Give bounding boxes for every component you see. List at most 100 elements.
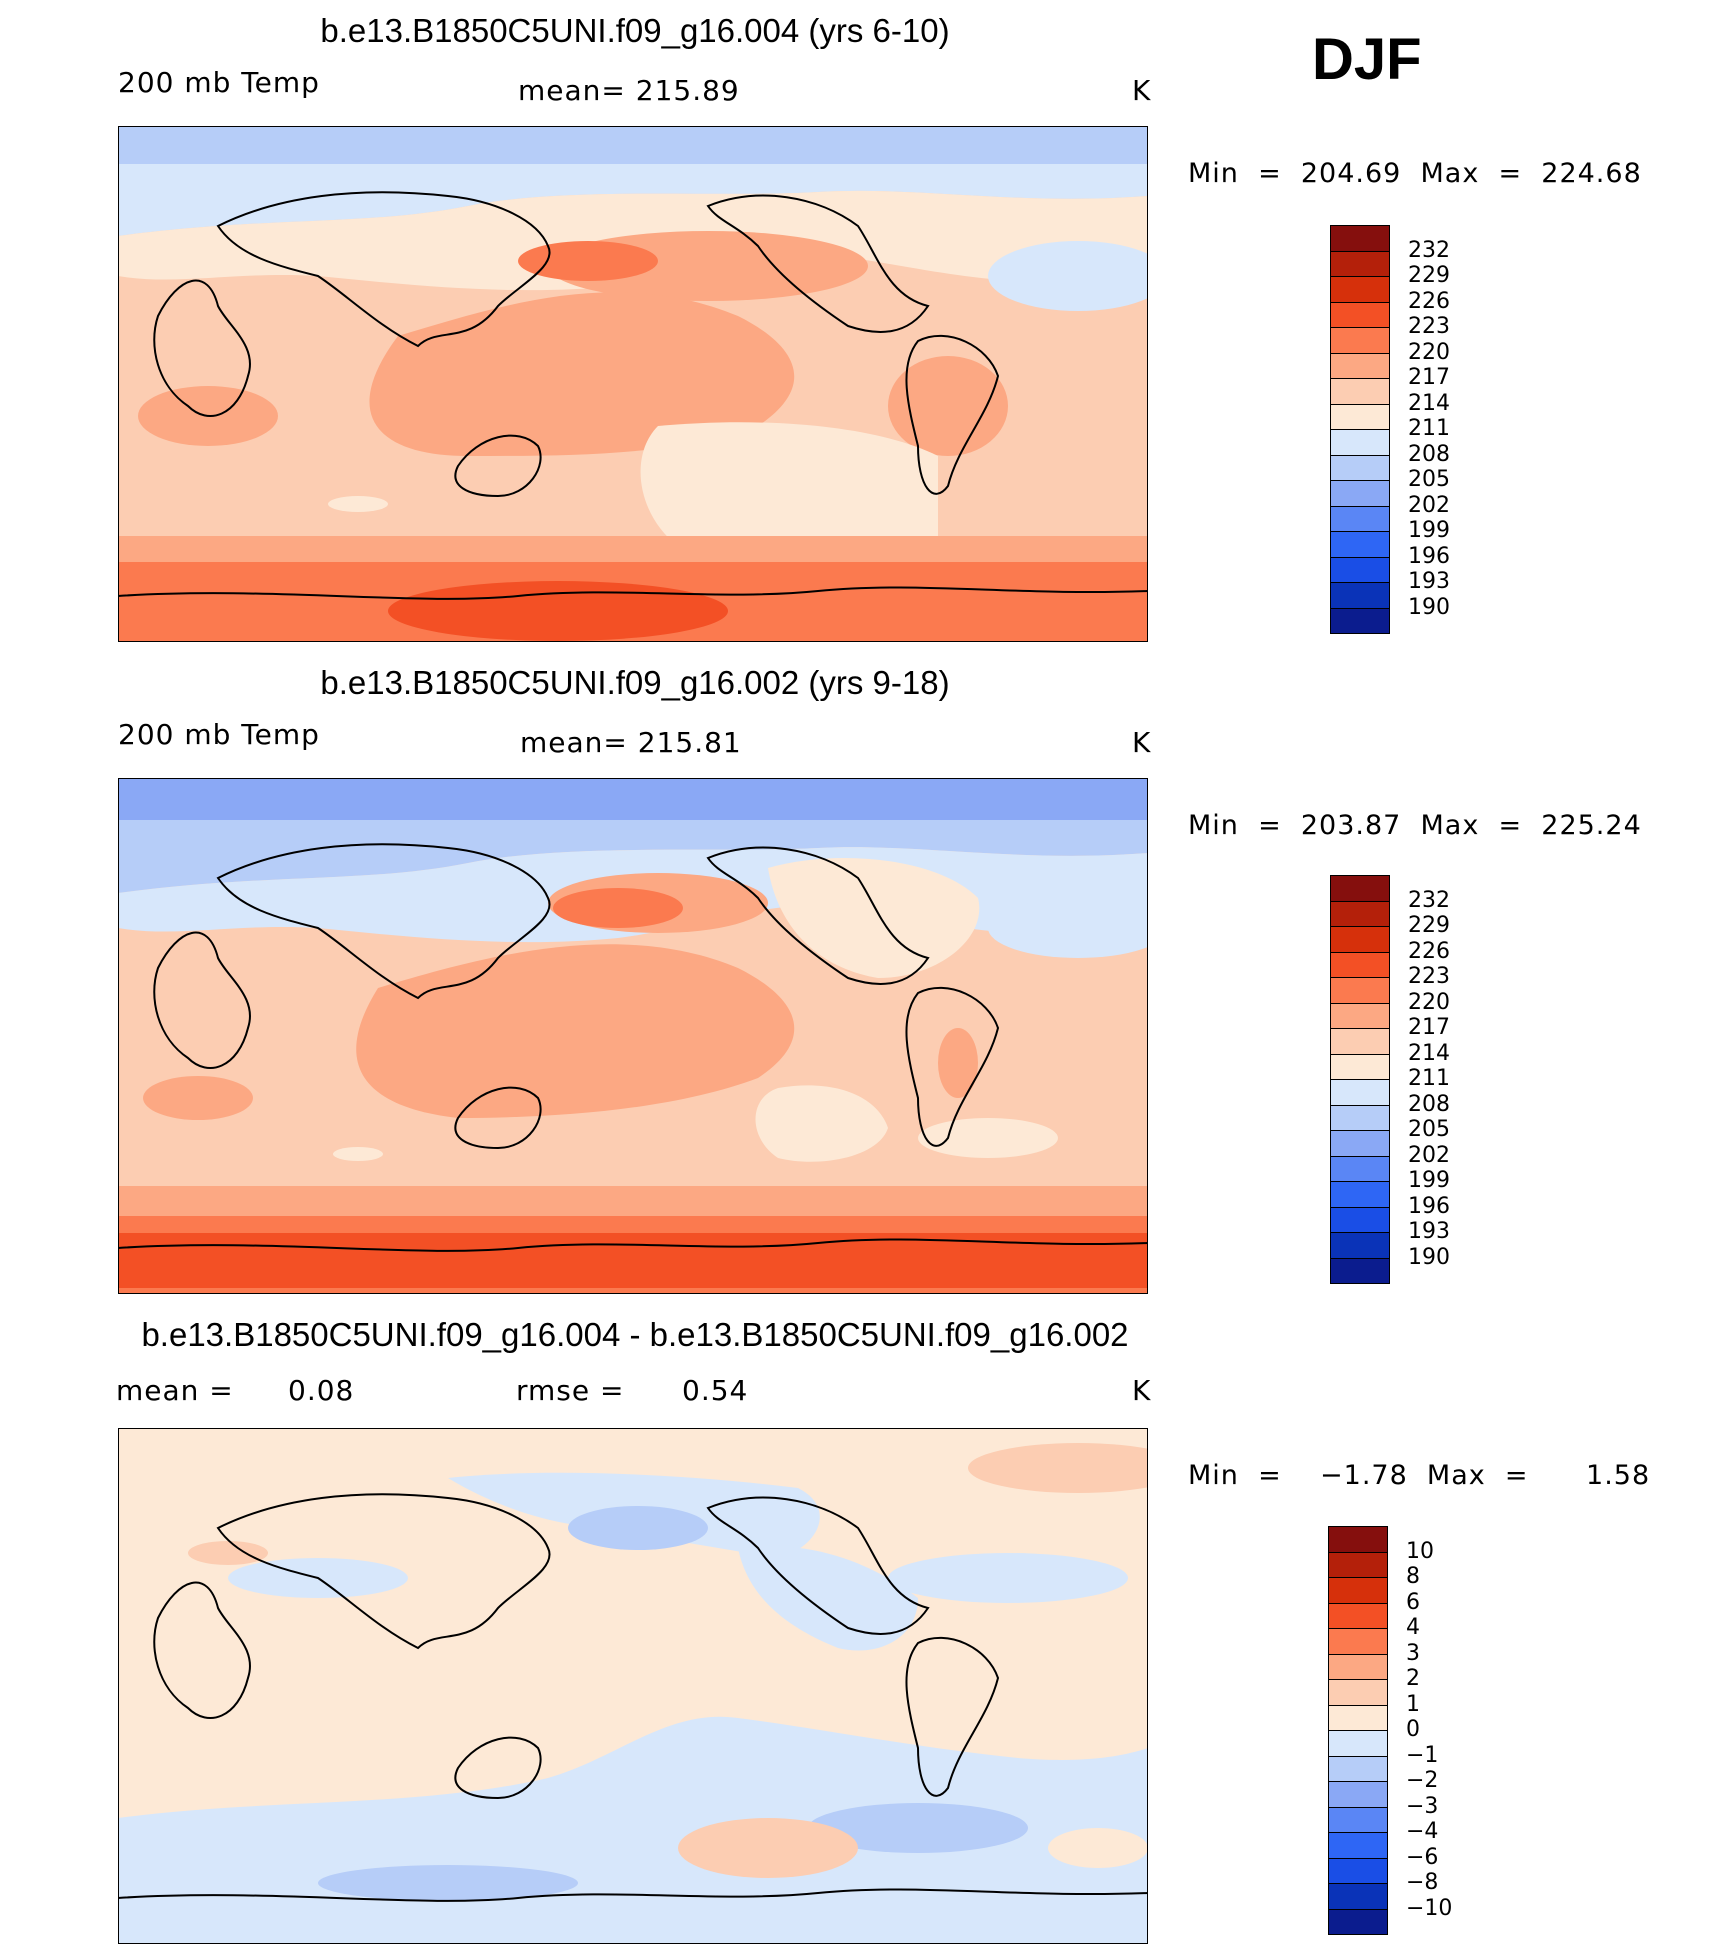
colorbar-cell [1330, 429, 1390, 456]
colorbar-cell [1330, 1155, 1390, 1182]
n-america-light [768, 858, 980, 978]
south-light [755, 1085, 888, 1162]
colorbar-label: 220 [1408, 989, 1450, 1015]
south-light-2 [918, 1118, 1058, 1158]
map-plot [118, 126, 1148, 642]
n-warm-2 [188, 1541, 268, 1565]
colorbar-label: 202 [1408, 492, 1450, 518]
minmax-label: Min = −1.78 Max = 1.58 [1188, 1460, 1651, 1491]
minmax-label: Min = 204.69 Max = 224.68 [1188, 158, 1642, 189]
colorbar-cell [1328, 1730, 1388, 1757]
colorbar-label: 193 [1408, 569, 1450, 594]
colorbar-label: 217 [1408, 365, 1450, 390]
colorbar-label: 211 [1408, 416, 1450, 441]
colorbar-cell [1330, 1053, 1390, 1080]
south-warm [678, 1818, 858, 1878]
colorbar-label: −2 [1406, 1768, 1439, 1793]
colorbar-cell [1330, 1079, 1390, 1106]
colorbar-label: 205 [1408, 467, 1450, 492]
map-plot [118, 778, 1148, 1294]
colorbar-label: 208 [1408, 1091, 1450, 1117]
colorbar-cell [1330, 1028, 1390, 1055]
band-subarctic [118, 164, 1148, 236]
mean-label: mean= 215.89 [518, 74, 740, 107]
n-atlantic-cool [988, 898, 1148, 958]
colorbar-label: −4 [1406, 1819, 1439, 1844]
colorbar-cell [1330, 301, 1390, 328]
colorbar-cell [1328, 1551, 1388, 1578]
n-atlantic-cool [988, 241, 1148, 311]
colorbar-label: 232 [1408, 237, 1450, 263]
south-warm-2 [1048, 1828, 1148, 1868]
colorbar-cell [1330, 352, 1390, 379]
antarctic-warm-core [388, 581, 728, 641]
colorbar-label: 6 [1406, 1589, 1420, 1615]
colorbar-cell [1330, 276, 1390, 303]
colorbar-label: 199 [1408, 1168, 1450, 1193]
colorbar-cell [1330, 607, 1390, 634]
n-pacific-cool [568, 1506, 708, 1550]
colorbar-label: −6 [1406, 1844, 1439, 1870]
south-light [640, 422, 938, 546]
colorbar-cell [1330, 505, 1390, 532]
colorbar-label: 205 [1408, 1117, 1450, 1142]
colorbar-label: 199 [1408, 518, 1450, 543]
n-warm-1 [968, 1443, 1148, 1493]
colorbar-cell [1328, 1704, 1388, 1731]
colorbar-cell [1330, 454, 1390, 481]
units-label: K [1132, 1374, 1152, 1407]
colorbar-label: 214 [1408, 1040, 1450, 1066]
colorbar-label: 232 [1408, 887, 1450, 913]
colorbar-cell [1330, 378, 1390, 405]
panel-title: b.e13.B1850C5UNI.f09_g16.004 - b.e13.B18… [141, 1316, 1129, 1353]
colorbar-cell [1330, 1002, 1390, 1029]
colorbar-cell [1330, 327, 1390, 354]
rmse-label: rmse = [516, 1374, 625, 1407]
tropical-warm [369, 292, 795, 456]
colorbar-cell [1330, 875, 1390, 902]
colorbar-cell [1330, 1232, 1390, 1259]
colorbar-cell [1328, 1577, 1388, 1604]
colorbar-cell [1330, 556, 1390, 583]
colorbar-label: 202 [1408, 1142, 1450, 1168]
tropical-warm [356, 944, 795, 1118]
colorbar-cell [1330, 531, 1390, 558]
n-pacific-core [553, 888, 683, 928]
south-light-3 [333, 1147, 383, 1161]
colorbar-cell [1330, 1257, 1390, 1284]
colorbar-label: 196 [1408, 1193, 1450, 1219]
colorbar-cell [1330, 1206, 1390, 1233]
colorbar-label: 226 [1408, 938, 1450, 964]
africa-warm [143, 1076, 253, 1120]
colorbar-label: 214 [1408, 390, 1450, 416]
n-pacific-core [518, 241, 658, 281]
colorbar-label: 229 [1408, 263, 1450, 288]
band-south-1 [118, 536, 1148, 562]
colorbar-cell [1328, 1602, 1388, 1629]
colorbar-label: 8 [1406, 1564, 1420, 1589]
coastlines [118, 1493, 1148, 1902]
colorbar-label: 226 [1408, 288, 1450, 314]
colorbar-label: 10 [1406, 1538, 1434, 1564]
colorbar-cell [1330, 1104, 1390, 1131]
mean-label: mean= 215.81 [520, 726, 742, 759]
colorbar-label: 223 [1408, 964, 1450, 989]
band-subarctic [118, 820, 1148, 893]
colorbar-label: 1 [1406, 1691, 1420, 1717]
colorbar-label: −8 [1406, 1870, 1439, 1895]
minmax-label: Min = 203.87 Max = 225.24 [1188, 810, 1642, 841]
colorbar-label: 220 [1408, 339, 1450, 365]
colorbar-cell [1330, 951, 1390, 978]
units-label: K [1132, 74, 1152, 107]
colorbar-cell [1328, 1755, 1388, 1782]
colorbar-label: 208 [1408, 441, 1450, 467]
colorbar-cell [1328, 1832, 1388, 1859]
colorbar-label: 190 [1408, 594, 1450, 620]
colorbar-label: 2 [1406, 1666, 1420, 1691]
panel-title: b.e13.B1850C5UNI.f09_g16.004 (yrs 6-10) [320, 12, 950, 49]
mean-value: 0.08 [288, 1374, 355, 1407]
s-america-warm [938, 1028, 978, 1098]
colorbar-cell [1328, 1526, 1388, 1553]
panel-title: b.e13.B1850C5UNI.f09_g16.002 (yrs 9-18) [320, 664, 950, 701]
colorbar-cell [1328, 1653, 1388, 1680]
